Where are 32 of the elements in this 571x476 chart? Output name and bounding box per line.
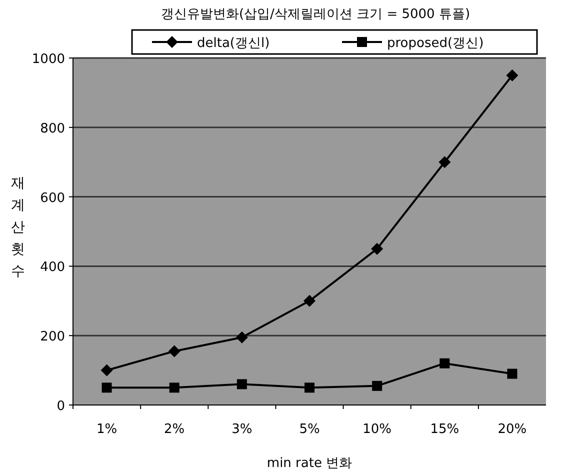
y-tick-label: 400 <box>40 260 65 276</box>
x-tick-label: 5% <box>299 422 320 437</box>
x-tick-label: 1% <box>96 422 118 437</box>
point <box>371 242 384 255</box>
y-axis-title: 재계산횟수 <box>11 176 25 280</box>
y-tick-label: 800 <box>40 121 65 136</box>
x-tick-label: 15% <box>430 422 460 437</box>
point <box>236 331 248 344</box>
chart-title: 갱신유발변화(삽입/삭제릴레이션 크기 = 5000 튜플) <box>160 7 470 22</box>
y-tick-label: 200 <box>40 330 65 345</box>
x-tick-label: 2% <box>164 422 185 437</box>
point <box>304 294 316 307</box>
point <box>438 156 451 168</box>
y-tick-label: 1000 <box>32 52 65 67</box>
point <box>169 382 180 393</box>
x-axis-title: min rate 변화 <box>266 456 352 471</box>
point <box>372 380 382 391</box>
point <box>507 368 518 379</box>
legend-label: proposed(갱신) <box>387 36 484 51</box>
point <box>168 345 180 358</box>
point <box>102 382 112 393</box>
y-tick-label: 600 <box>40 190 65 206</box>
point <box>304 382 314 393</box>
x-tick-label: 3% <box>232 422 252 437</box>
x-tick-label: 10% <box>362 422 392 437</box>
point <box>236 379 247 390</box>
point <box>440 358 450 368</box>
point <box>506 69 518 82</box>
y-tick-label: 0 <box>56 399 65 414</box>
x-tick-label: 20% <box>498 422 527 437</box>
legend-label: delta(갱신l) <box>197 36 270 51</box>
point <box>100 364 113 376</box>
